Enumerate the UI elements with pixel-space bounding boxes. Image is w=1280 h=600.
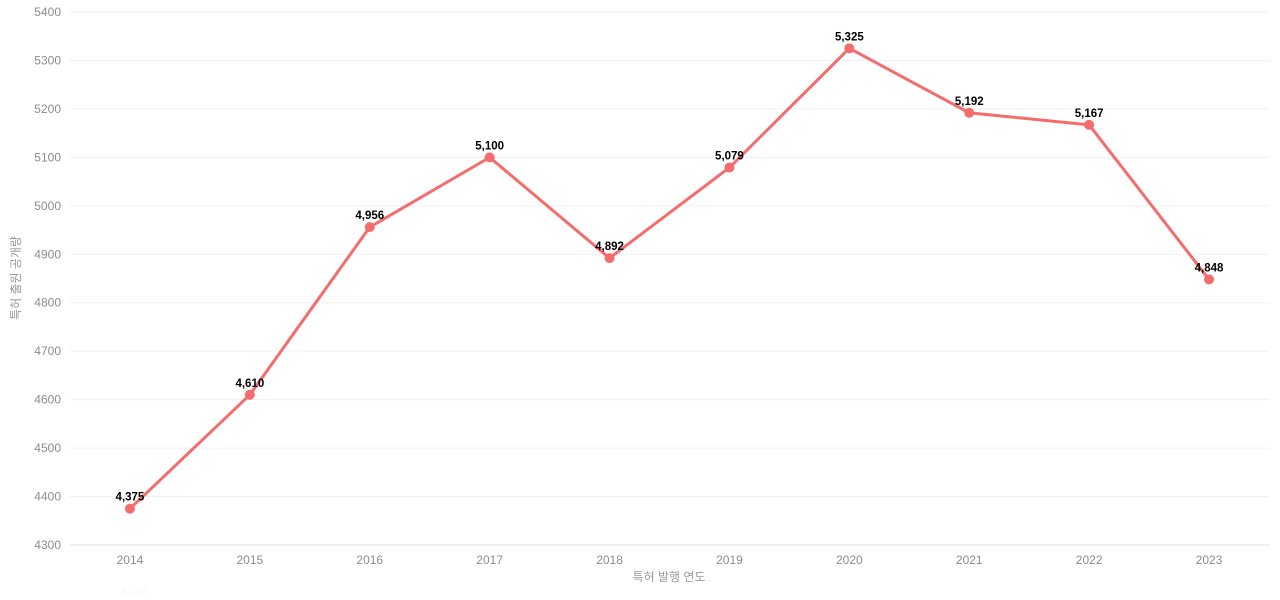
y-tick-label: 5400 <box>34 5 61 19</box>
data-point-label: 4,375 <box>116 492 145 504</box>
x-tick-label: 2015 <box>236 553 263 567</box>
data-point-label: 5,192 <box>955 96 984 108</box>
data-point-label: 4,610 <box>235 378 264 390</box>
x-tick-label: 2017 <box>476 553 503 567</box>
x-tick-label: 2021 <box>956 553 983 567</box>
y-tick-label: 4500 <box>34 441 61 455</box>
data-point[interactable] <box>964 107 975 118</box>
y-tick-label: 4900 <box>34 247 61 261</box>
data-point-label: 4,892 <box>595 241 624 253</box>
data-point-label: 5,100 <box>475 140 504 152</box>
data-point-label: 5,325 <box>835 31 864 43</box>
y-tick-label: 4800 <box>34 296 61 310</box>
data-point[interactable] <box>1204 274 1215 285</box>
data-point-label: 5,079 <box>715 151 744 163</box>
y-tick-label: 4700 <box>34 344 61 358</box>
x-tick-label: 2020 <box>836 553 863 567</box>
faded-y-tick-label: 4200 <box>120 585 147 599</box>
x-tick-label: 2018 <box>596 553 623 567</box>
data-point[interactable] <box>124 503 135 514</box>
data-point[interactable] <box>244 389 255 400</box>
y-tick-label: 5100 <box>34 150 61 164</box>
x-axis-title: 특허 발행 연도 <box>633 569 706 584</box>
data-point-label: 4,848 <box>1195 262 1224 274</box>
data-point-label: 4,956 <box>355 210 384 222</box>
data-point[interactable] <box>604 253 615 264</box>
x-tick-label: 2019 <box>716 553 743 567</box>
y-tick-label: 4400 <box>34 490 61 504</box>
x-tick-label: 2014 <box>117 553 144 567</box>
x-tick-label: 2016 <box>356 553 383 567</box>
y-tick-label: 5300 <box>34 53 61 67</box>
series-line <box>128 46 1211 511</box>
data-point[interactable] <box>364 222 375 233</box>
data-point[interactable] <box>724 162 735 173</box>
x-tick-label: 2022 <box>1076 553 1103 567</box>
data-point-label: 5,167 <box>1075 108 1104 120</box>
data-point[interactable] <box>1084 119 1095 130</box>
y-tick-label: 5000 <box>34 199 61 213</box>
y-axis-title: 특허 출원 공개량 <box>9 236 23 320</box>
y-tick-label: 4600 <box>34 393 61 407</box>
data-point[interactable] <box>484 152 495 163</box>
data-point[interactable] <box>844 43 855 54</box>
x-tick-label: 2023 <box>1196 553 1223 567</box>
y-tick-label: 4300 <box>34 538 61 552</box>
y-tick-label: 5200 <box>34 102 61 116</box>
chart-plot-area: 4300 4400 4500 4600 4700 4800 4900 5000 5100 5200… <box>34 5 1269 567</box>
